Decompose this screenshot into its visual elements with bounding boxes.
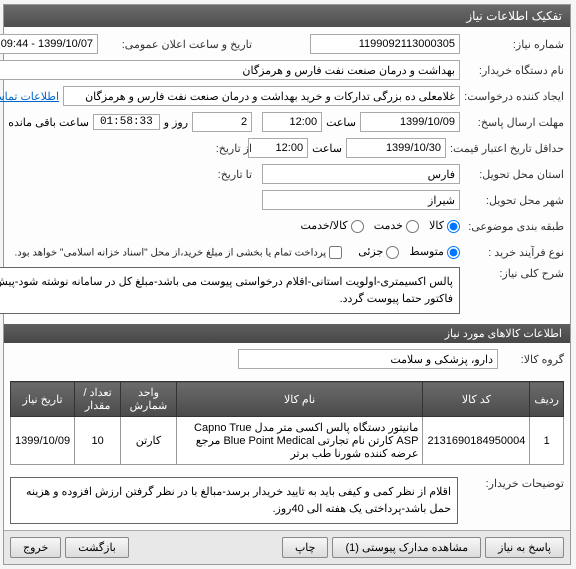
- items-subheader: اطلاعات کالاهای مورد نیاز: [5, 324, 571, 343]
- delivery-prov-label: استان محل تحویل:: [465, 168, 565, 181]
- group-label: گروه کالا:: [505, 353, 565, 366]
- contact-link[interactable]: اطلاعات تماس خریدار: [0, 90, 60, 103]
- cell-date: 1399/10/09: [12, 417, 76, 465]
- reply-date-input[interactable]: [361, 112, 461, 132]
- countdown-days-lbl: روز و: [165, 116, 189, 129]
- attachments-button[interactable]: مشاهده مدارک پیوستی (1): [333, 537, 482, 558]
- reply-hour-input[interactable]: [263, 112, 323, 132]
- cell-code: 2131690184950004: [424, 417, 531, 465]
- creator-input[interactable]: [64, 86, 461, 106]
- budget-label: طبقه بندی موضوعی:: [465, 220, 565, 233]
- buyer-notes-box: اقلام از نظر کمی و کیفی باید به تایید خر…: [11, 477, 459, 524]
- purchase-opt-medium[interactable]: متوسط: [410, 245, 461, 259]
- min-credit-hour[interactable]: [249, 138, 309, 158]
- reply-hour-label: ساعت: [327, 116, 357, 129]
- purchase-type-group: متوسط جزئی: [359, 245, 461, 259]
- min-credit-hour-label: ساعت: [313, 142, 343, 155]
- panel-title: تفکیک اطلاعات نیاز: [5, 5, 571, 27]
- col-unit: واحد شمارش: [122, 382, 178, 417]
- to-date-label: تا تاریخ:: [153, 168, 253, 181]
- purchase-type-label: نوع فرآیند خرید :: [465, 246, 565, 259]
- delivery-city-input[interactable]: [263, 190, 461, 210]
- col-code: کد کالا: [424, 382, 531, 417]
- exit-button[interactable]: خروج: [11, 537, 62, 558]
- back-button[interactable]: بازگشت: [66, 537, 130, 558]
- col-name: نام کالا: [177, 382, 424, 417]
- countdown-time: 01:58:33: [94, 114, 161, 130]
- delivery-prov-input[interactable]: [263, 164, 461, 184]
- budget-opt-goods[interactable]: کالا: [430, 219, 461, 233]
- countdown-days: [193, 112, 253, 132]
- fields-grid: شماره نیاز: تاریخ و ساعت اعلان عمومی: نا…: [5, 27, 571, 320]
- items-table: ردیف کد کالا نام کالا واحد شمارش تعداد /…: [11, 381, 565, 465]
- pubdate-label: تاریخ و ساعت اعلان عمومی:: [103, 38, 253, 51]
- cell-n: 1: [531, 417, 565, 465]
- buyer-notes-label: توضیحات خریدار:: [465, 477, 565, 490]
- pay-note-check[interactable]: پرداخت تمام یا بخشی از مبلغ خرید،از محل …: [16, 246, 344, 259]
- cell-unit: کارتن: [122, 417, 178, 465]
- min-credit-label: حداقل تاریخ اعتبار قیمت:: [451, 142, 565, 155]
- col-date: تاریخ نیاز: [12, 382, 76, 417]
- buyer-org-input[interactable]: [0, 60, 461, 80]
- reply-deadline-label: مهلت ارسال پاسخ:: [465, 116, 565, 129]
- print-button[interactable]: چاپ: [283, 537, 330, 558]
- group-input[interactable]: [239, 349, 499, 369]
- col-row: ردیف: [531, 382, 565, 417]
- buyer-org-label: نام دستگاه خریدار:: [465, 64, 565, 77]
- col-qty: تعداد / مقدار: [76, 382, 122, 417]
- countdown-lbl: ساعت باقی مانده: [9, 116, 90, 129]
- need-no-label: شماره نیاز:: [465, 38, 565, 51]
- footer-bar: پاسخ به نیاز مشاهده مدارک پیوستی (1) چاپ…: [5, 530, 571, 564]
- table-header-row: ردیف کد کالا نام کالا واحد شمارش تعداد /…: [12, 382, 565, 417]
- budget-radio-group: کالا خدمت کالا/خدمت: [301, 219, 461, 233]
- need-no-input[interactable]: [311, 34, 461, 54]
- purchase-opt-minor[interactable]: جزئی: [359, 245, 400, 259]
- min-credit-date[interactable]: [347, 138, 447, 158]
- cell-qty: 10: [76, 417, 122, 465]
- delivery-city-label: شهر محل تحویل:: [465, 194, 565, 207]
- reply-button[interactable]: پاسخ به نیاز: [486, 537, 565, 558]
- pubdate-input[interactable]: [0, 34, 99, 54]
- from-date-label: از تاریخ:: [153, 142, 253, 155]
- creator-label: ایجاد کننده درخواست:: [465, 90, 565, 103]
- budget-opt-service[interactable]: خدمت: [375, 219, 420, 233]
- need-detail-panel: تفکیک اطلاعات نیاز شماره نیاز: تاریخ و س…: [4, 4, 572, 565]
- cell-name: مانیتور دستگاه پالس اکسی متر مدل Capno T…: [177, 417, 424, 465]
- budget-opt-both[interactable]: کالا/خدمت: [301, 219, 364, 233]
- main-desc-label: شرح کلی نیاز:: [465, 267, 565, 280]
- table-row[interactable]: 1 2131690184950004 مانیتور دستگاه پالس ا…: [12, 417, 565, 465]
- main-desc-box: پالس اکسیمتری-اولویت استانی-اقلام درخواس…: [0, 267, 461, 314]
